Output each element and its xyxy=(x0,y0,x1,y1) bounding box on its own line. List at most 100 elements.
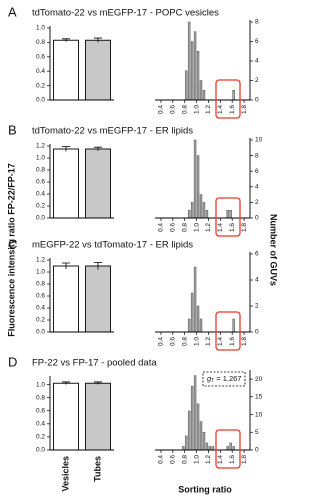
histogram-bar xyxy=(232,446,235,451)
x-tick-label: 1.8 xyxy=(241,337,248,346)
y-tick-label: 0 xyxy=(255,447,259,454)
histogram-bar xyxy=(193,375,197,451)
panel-letter: D xyxy=(8,354,17,369)
x-tick-label: 1.6 xyxy=(229,223,236,232)
histogram-bar xyxy=(205,209,209,219)
x-tick-label: 0.4 xyxy=(158,223,165,232)
y-tick-label: 6 xyxy=(255,168,259,175)
y-tick-label: 0 xyxy=(255,215,259,222)
y-tick-label: 8 xyxy=(255,152,259,159)
y-tick-label: 0.0 xyxy=(36,215,45,222)
y-tick-label: 0.4 xyxy=(36,68,45,75)
x-tick-label: 1.2 xyxy=(205,455,212,464)
x-tick-label: 1.6 xyxy=(229,337,236,346)
histogram-bar xyxy=(184,70,188,101)
y-tick-label: 0.6 xyxy=(36,179,45,186)
error-bar xyxy=(62,146,70,152)
histogram-bar xyxy=(202,432,206,451)
y-tick-label: 20 xyxy=(255,376,263,383)
histogram-bar xyxy=(187,21,191,101)
x-tick-label: 1.2 xyxy=(205,223,212,232)
histogram-bar xyxy=(193,139,197,219)
histogram-bar xyxy=(232,318,235,333)
y-tick-label: 4 xyxy=(255,58,259,65)
y-tick-label: 1.0 xyxy=(36,269,45,276)
highlight-box xyxy=(215,311,241,351)
y-tick-label: 5 xyxy=(255,429,259,436)
y-tick-label: 0.2 xyxy=(36,82,45,89)
histogram-bar xyxy=(205,442,209,451)
annotation-symbol: g xyxy=(207,374,212,383)
error-bar xyxy=(94,37,102,43)
y-tick-label: 8 xyxy=(255,19,259,26)
x-tick-label: 1.6 xyxy=(229,455,236,464)
x-tick-label: 0.4 xyxy=(158,105,165,114)
histogram-bar xyxy=(211,446,215,451)
y-tick-label: 1.2 xyxy=(36,143,45,150)
y-tick-label: 0 xyxy=(255,97,259,104)
annotation-text: = 1.267 xyxy=(216,374,241,383)
x-tick-label: 1.4 xyxy=(217,223,224,232)
x-tick-label: 0.8 xyxy=(181,223,188,232)
x-tick-label: 0.8 xyxy=(181,455,188,464)
y-tick-label: 0.0 xyxy=(36,447,45,454)
y-tick-label: 0.4 xyxy=(36,305,45,312)
histogram-bar xyxy=(190,202,194,219)
histogram-bar xyxy=(196,305,200,333)
x-tick-label: 0.6 xyxy=(170,337,177,346)
panel-title: tdTomato-22 vs mEGFP-17 - POPC vesicles xyxy=(32,8,219,19)
bar xyxy=(53,148,79,219)
figure: Fluorescence intensity ratio FP-22/FP-17… xyxy=(6,4,278,494)
axis xyxy=(155,138,251,219)
x-tick-label: 0.8 xyxy=(181,105,188,114)
histogram-bar xyxy=(193,31,197,101)
histogram-bar xyxy=(184,435,188,451)
histogram-bar xyxy=(196,155,200,219)
error-bar xyxy=(94,381,102,385)
y-tick-label: 4 xyxy=(255,184,259,191)
panel-letter: C xyxy=(8,236,17,251)
y-tick-label: 0.0 xyxy=(36,329,45,336)
error-bar xyxy=(62,262,70,269)
bar xyxy=(85,39,111,101)
annotation-box xyxy=(202,371,246,387)
histogram-bar xyxy=(232,90,235,101)
error-bar xyxy=(62,381,70,385)
x-axis-label: Sorting ratio xyxy=(178,484,232,494)
y-tick-label: 0.8 xyxy=(36,281,45,288)
bar xyxy=(53,39,79,101)
panel-letter: B xyxy=(8,122,17,137)
y-tick-label: 1.0 xyxy=(36,25,45,32)
histogram-bar xyxy=(208,446,212,451)
histogram-bar xyxy=(199,421,203,451)
y-tick-label: 0.8 xyxy=(36,167,45,174)
x-tick-label: 0.6 xyxy=(170,105,177,114)
histogram-bar xyxy=(199,318,203,333)
y-tick-label: 0.0 xyxy=(36,97,45,104)
axis xyxy=(155,370,251,451)
y-tick-label: 10 xyxy=(255,411,263,418)
y-tick-label: 2 xyxy=(255,77,259,84)
bar xyxy=(85,148,111,219)
axis xyxy=(49,26,114,101)
x-tick-label: 1.4 xyxy=(217,455,224,464)
y-tick-label: 4 xyxy=(255,277,259,284)
x-tick-label: 1.4 xyxy=(217,337,224,346)
histogram-bar xyxy=(182,446,185,451)
y-tick-label: 1.2 xyxy=(36,257,45,264)
axis xyxy=(49,144,114,219)
histogram-bar xyxy=(199,80,203,101)
x-tick-label: 0.6 xyxy=(170,455,177,464)
annotation: gT = 1.267 xyxy=(207,374,241,384)
x-tick-label: 0.8 xyxy=(181,337,188,346)
panel-title: mEGFP-22 vs tdTomato-17 - ER lipids xyxy=(32,240,193,251)
x-tick-label: 0.6 xyxy=(170,223,177,232)
histogram-bar xyxy=(226,209,229,219)
y-tick-label: 2 xyxy=(255,303,259,310)
histogram-bar xyxy=(190,385,194,451)
histogram-bar xyxy=(193,266,197,333)
histogram-bar xyxy=(190,41,194,101)
bar xyxy=(53,382,79,451)
histogram-bar xyxy=(196,403,200,451)
panel-title: FP-22 vs FP-17 - pooled data xyxy=(32,358,157,369)
